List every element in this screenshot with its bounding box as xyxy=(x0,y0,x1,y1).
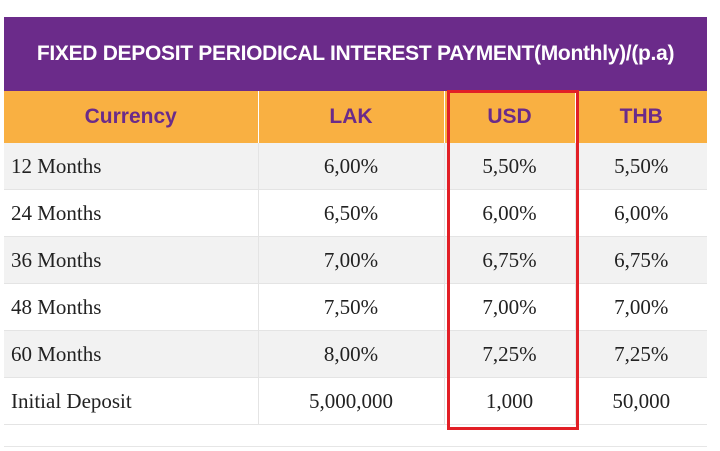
table-row: 48 Months 7,50% 7,00% 7,00% xyxy=(4,283,707,331)
table-row: 24 Months 6,50% 6,00% 6,00% xyxy=(4,189,707,237)
cell-lak: 5,000,000 xyxy=(258,377,445,425)
cell-thb: 6,75% xyxy=(575,236,707,284)
cell-usd: 6,75% xyxy=(444,236,576,284)
deposit-rate-table-container: FIXED DEPOSIT PERIODICAL INTEREST PAYMEN… xyxy=(4,17,707,425)
cell-thb: 6,00% xyxy=(575,189,707,237)
cell-lak: 6,00% xyxy=(258,143,445,190)
cell-thb: 5,50% xyxy=(575,143,707,190)
table-row: 36 Months 7,00% 6,75% 6,75% xyxy=(4,236,707,284)
table-row: 12 Months 6,00% 5,50% 5,50% xyxy=(4,143,707,190)
divider xyxy=(4,446,707,447)
row-label: 24 Months xyxy=(4,189,259,237)
row-label: 60 Months xyxy=(4,330,259,378)
cell-lak: 7,50% xyxy=(258,283,445,331)
cell-thb: 7,00% xyxy=(575,283,707,331)
cell-usd: 5,50% xyxy=(444,143,576,190)
header-lak: LAK xyxy=(258,91,445,143)
row-label: 36 Months xyxy=(4,236,259,284)
cell-lak: 6,50% xyxy=(258,189,445,237)
cell-lak: 8,00% xyxy=(258,330,445,378)
deposit-rate-table: Currency LAK USD THB 12 Months 6,00% 5,5… xyxy=(4,91,707,425)
cell-lak: 7,00% xyxy=(258,236,445,284)
row-label: 48 Months xyxy=(4,283,259,331)
header-currency: Currency xyxy=(4,91,259,143)
cell-usd: 1,000 xyxy=(444,377,576,425)
cell-usd: 6,00% xyxy=(444,189,576,237)
row-label: 12 Months xyxy=(4,143,259,190)
cell-thb: 7,25% xyxy=(575,330,707,378)
table-title: FIXED DEPOSIT PERIODICAL INTEREST PAYMEN… xyxy=(4,17,707,91)
table-row: Initial Deposit 5,000,000 1,000 50,000 xyxy=(4,377,707,425)
header-thb: THB xyxy=(575,91,707,143)
cell-thb: 50,000 xyxy=(575,377,707,425)
header-usd: USD xyxy=(444,91,576,143)
header-row: Currency LAK USD THB xyxy=(4,91,707,143)
table-row: 60 Months 8,00% 7,25% 7,25% xyxy=(4,330,707,378)
cell-usd: 7,00% xyxy=(444,283,576,331)
cell-usd: 7,25% xyxy=(444,330,576,378)
row-label: Initial Deposit xyxy=(4,377,259,425)
